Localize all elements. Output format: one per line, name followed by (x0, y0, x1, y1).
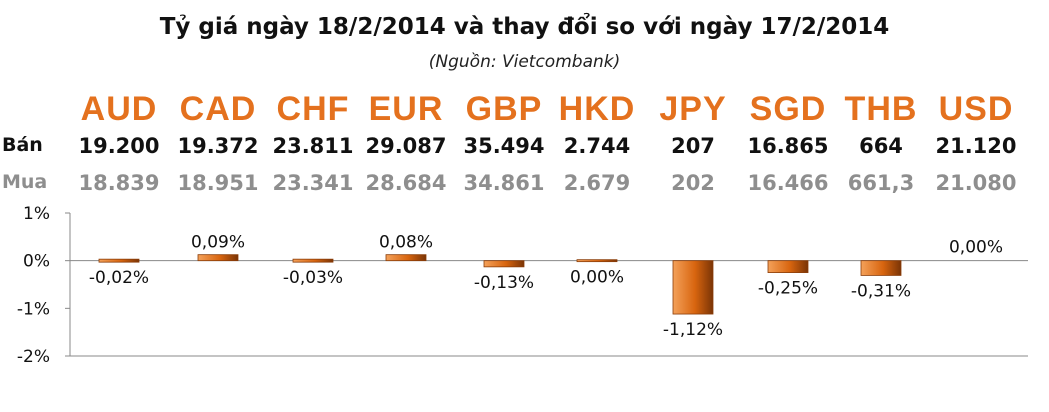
jpy-buy-rate: 202 (671, 171, 715, 195)
buy-rate-row: Mua 18.839 18.951 23.341 28.684 34.861 2.679 2… (0, 171, 1049, 207)
buy-label: Mua (2, 171, 48, 193)
cad-code: CAD (179, 90, 257, 128)
thb-buy-rate: 661,3 (847, 171, 915, 195)
sgd-buy-rate: 16.466 (747, 171, 829, 195)
bar-eur (385, 254, 427, 262)
usd-sell-rate: 21.120 (935, 134, 1017, 158)
sell-label: Bán (2, 134, 43, 156)
data-label-aud: -0,02% (89, 268, 149, 288)
data-label-usd: 0,00% (949, 238, 1003, 258)
aud-code: AUD (80, 90, 158, 128)
bar-cad (197, 254, 239, 262)
data-label-jpy: -1,12% (663, 320, 723, 340)
hkd-sell-rate: 2.744 (563, 134, 631, 158)
bar-gbp (483, 260, 525, 268)
currency-code-row: AUD CAD CHF EUR GBP HKD JPY SGD THB USD (0, 90, 1049, 130)
hkd-buy-rate: 2.679 (563, 171, 631, 195)
gbp-sell-rate: 35.494 (463, 134, 545, 158)
chart-title: Tỷ giá ngày 18/2/2014 và thay đổi so với… (159, 14, 890, 40)
data-label-eur: 0,08% (379, 233, 433, 253)
bar-aud (98, 258, 140, 263)
chf-code: CHF (276, 90, 350, 128)
bar-thb (860, 260, 902, 276)
sell-rate-row: Bán 19.200 19.372 23.811 29.087 35.494 2.744 2… (0, 134, 1049, 170)
thb-code: THB (844, 90, 918, 128)
usd-buy-rate: 21.080 (935, 171, 1017, 195)
usd-code: USD (938, 90, 1014, 128)
chart-source: (Nguồn: Vietcombank) (428, 52, 621, 72)
thb-sell-rate: 664 (859, 134, 903, 158)
change-bar-chart: 1% 0% -1% -2% -0,02% 0,09% -0,03% 0,08% -0,13% 0… (17, 204, 1028, 367)
jpy-sell-rate: 207 (671, 134, 715, 158)
cad-sell-rate: 19.372 (177, 134, 259, 158)
data-label-sgd: -0,25% (758, 279, 818, 299)
y-tick-label: 0% (23, 252, 50, 272)
y-tick-label: 1% (23, 204, 50, 224)
gbp-buy-rate: 34.861 (463, 171, 545, 195)
bar-chf (292, 258, 334, 263)
y-tick-label: -2% (17, 347, 50, 367)
sgd-sell-rate: 16.865 (747, 134, 829, 158)
cad-buy-rate: 18.951 (177, 171, 259, 195)
bar-hkd (576, 259, 618, 263)
eur-buy-rate: 28.684 (365, 171, 447, 195)
aud-buy-rate: 18.839 (78, 171, 160, 195)
data-label-gbp: -0,13% (474, 273, 534, 293)
aud-sell-rate: 19.200 (78, 134, 160, 158)
bar-jpy (672, 260, 714, 315)
hkd-code: HKD (558, 90, 636, 128)
gbp-code: GBP (465, 90, 543, 128)
data-label-cad: 0,09% (191, 233, 245, 253)
data-label-chf: -0,03% (283, 268, 343, 288)
bar-sgd (767, 260, 809, 273)
chf-buy-rate: 23.341 (272, 171, 354, 195)
sgd-code: SGD (749, 90, 827, 128)
jpy-code: JPY (659, 90, 727, 128)
data-label-thb: -0,31% (851, 281, 911, 301)
chf-sell-rate: 23.811 (272, 134, 354, 158)
y-tick-label: -1% (17, 299, 50, 319)
eur-code: EUR (368, 90, 444, 128)
eur-sell-rate: 29.087 (365, 134, 447, 158)
data-label-hkd: 0,00% (570, 268, 624, 288)
